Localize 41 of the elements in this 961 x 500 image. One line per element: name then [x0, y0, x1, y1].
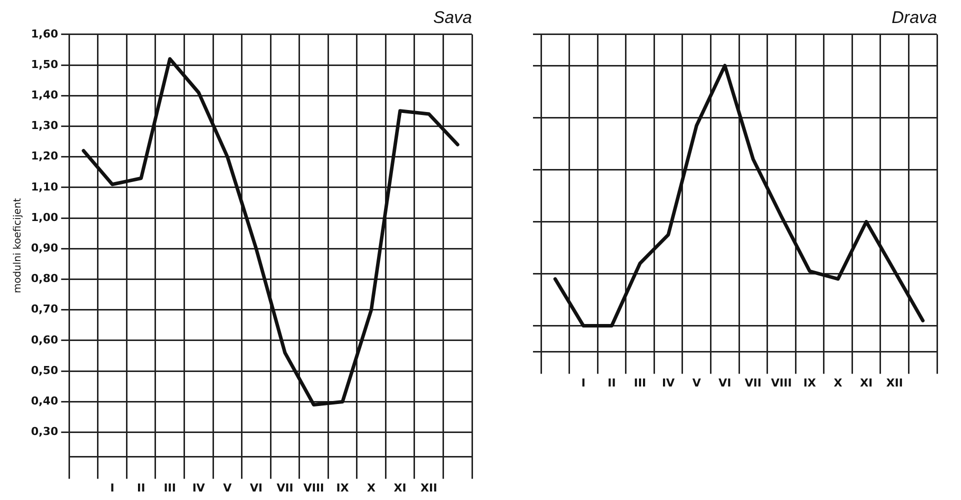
- y-tick-label: 1,00: [31, 210, 58, 224]
- x-tick-label: XII: [886, 376, 903, 390]
- y-tick-label: 1,40: [31, 88, 58, 102]
- x-tick-label: VI: [250, 481, 262, 494]
- x-tick-label: VII: [276, 481, 294, 494]
- x-tick-label: XI: [860, 376, 873, 390]
- x-tick-label: IX: [336, 481, 350, 494]
- x-tick-label: IV: [192, 481, 206, 494]
- y-tick-label: 0,70: [31, 302, 58, 316]
- y-tick-label: 1,20: [31, 150, 58, 163]
- y-tick-label: 1,10: [31, 180, 58, 194]
- x-tick-label: V: [692, 376, 702, 390]
- x-tick-label: I: [581, 376, 586, 390]
- x-tick-label: XI: [394, 481, 406, 494]
- y-tick-label: 0,80: [31, 272, 58, 286]
- y-tick-label: 0,30: [31, 425, 58, 438]
- x-tick-label: X: [367, 481, 376, 494]
- x-tick-label: X: [834, 376, 843, 390]
- x-tick-label: I: [110, 481, 114, 494]
- x-tick-label: VII: [744, 376, 762, 390]
- x-tick-label: XII: [420, 481, 438, 494]
- x-tick-label: VIII: [303, 481, 324, 494]
- y-tick-label: 0,40: [31, 394, 58, 408]
- chart-title: Sava: [433, 8, 472, 27]
- y-tick-label: 0,90: [31, 242, 58, 255]
- x-tick-label: IX: [803, 376, 817, 390]
- x-tick-label: V: [223, 481, 232, 494]
- x-tick-label: II: [608, 376, 616, 390]
- x-tick-label: II: [136, 481, 146, 494]
- y-axis-title: modulni koeficijent: [12, 198, 24, 294]
- chart-title: Drava: [892, 8, 937, 27]
- x-tick-label: VI: [718, 376, 732, 390]
- y-tick-label: 0,60: [31, 333, 58, 346]
- y-tick-label: 0,50: [31, 364, 58, 377]
- y-tick-label: 1,50: [31, 58, 58, 71]
- x-tick-label: IV: [662, 376, 676, 390]
- x-tick-label: VIII: [771, 376, 792, 390]
- x-tick-label: III: [164, 481, 176, 494]
- y-tick-label: 1,30: [31, 119, 58, 132]
- x-tick-label: III: [634, 376, 646, 390]
- y-tick-label: 1,60: [31, 27, 58, 40]
